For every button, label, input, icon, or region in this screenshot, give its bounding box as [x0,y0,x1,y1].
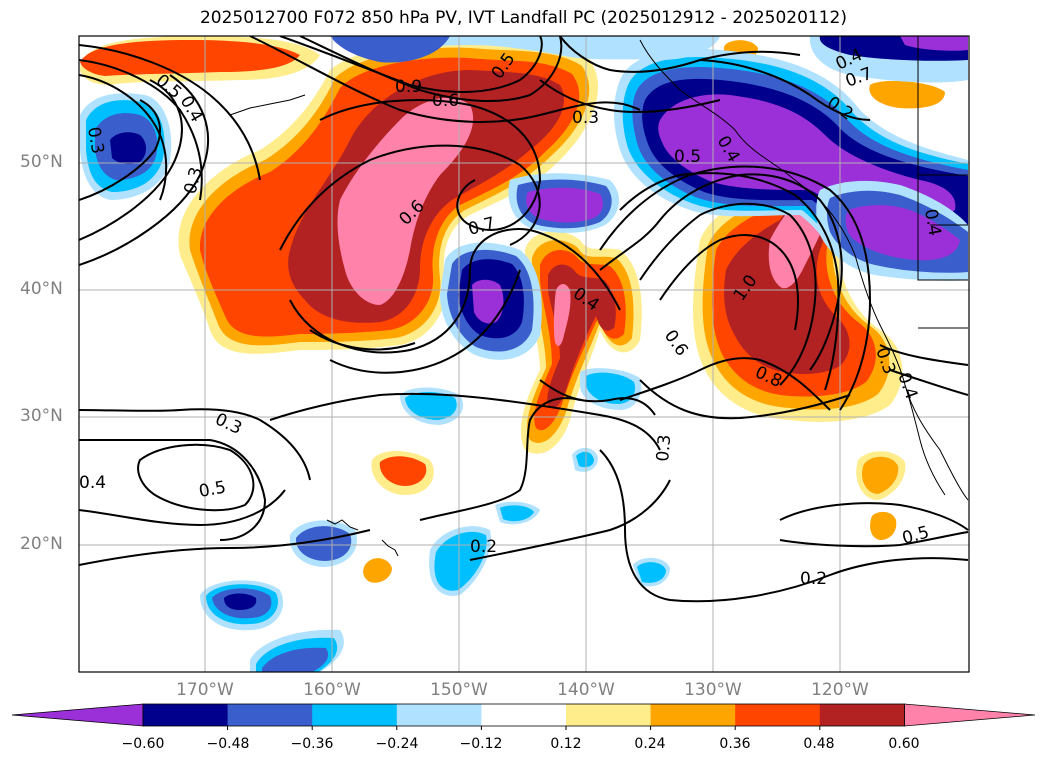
contour-label: 0.4 [79,473,106,493]
lon-label-170w: 170°W [176,680,234,700]
colorbar-outline [142,703,905,727]
pv-shading [80,36,968,672]
lat-label-20n: 20°N [20,534,63,554]
contour-label: 0.4 [176,93,207,126]
lon-label-120w: 120°W [811,680,869,700]
map-frame [78,35,970,673]
colorbar-segment [735,704,821,726]
lon-label-150w: 150°W [430,680,488,700]
contour-label: 0.6 [432,91,459,111]
colorbar-tick: 0.24 [634,736,666,752]
lon-label-140w: 140°W [557,680,615,700]
colorbar-extend-low [11,703,144,727]
coastlines [229,36,969,557]
colorbar-tick: 0.12 [550,736,582,752]
contour-label: 0.4 [893,370,921,402]
ivt-contours [79,36,969,603]
contour-label: 0.5 [674,147,701,167]
contour-label: 0.3 [83,125,107,155]
colorbar [11,703,1036,730]
colorbar-tick: −0.12 [459,736,503,752]
colorbar-tick: −0.36 [290,736,334,752]
colorbar-tick: 0.48 [803,736,835,752]
colorbar-segment [481,704,567,726]
colorbar-extend-high [904,703,1036,727]
contour-label: 0.4 [920,207,944,237]
pv-positive-central [520,231,642,454]
colorbar-tick: 0.60 [888,736,920,752]
pv-negative-central [400,242,642,472]
pv-positive-small [363,40,945,583]
lon-label-160w: 160°W [303,680,361,700]
map-title: 2025012700 F072 850 hPa PV, IVT Landfall… [199,8,847,28]
contour-label: 0.2 [800,569,827,589]
gridlines [79,36,969,672]
lat-label-50n: 50°N [20,152,63,172]
colorbar-tick: −0.24 [375,736,419,752]
colorbar-segment [650,704,736,726]
colorbar-tick: −0.60 [121,736,165,752]
lon-label-130w: 130°W [684,680,742,700]
lat-label-30n: 30°N [20,406,63,426]
colorbar-segment [396,704,482,726]
colorbar-segment [143,704,229,726]
contour-label: 0.5 [197,478,227,502]
colorbar-tick: 0.36 [719,736,751,752]
colorbar-segment [819,704,905,726]
pv-negative-south [200,501,670,672]
colorbar-tick: −0.48 [206,736,250,752]
contour-label: 0.3 [653,434,675,463]
contour-label: 0.7 [466,214,497,240]
colorbar-segment [227,704,313,726]
contour-label: 0.2 [470,537,497,557]
lat-label-40n: 40°N [20,279,63,299]
contour-label: 0.9 [395,77,422,97]
colorbar-segment [312,704,398,726]
contour-label: 0.3 [572,108,599,128]
colorbar-segment [566,704,652,726]
contour-label: 0.6 [660,326,692,360]
